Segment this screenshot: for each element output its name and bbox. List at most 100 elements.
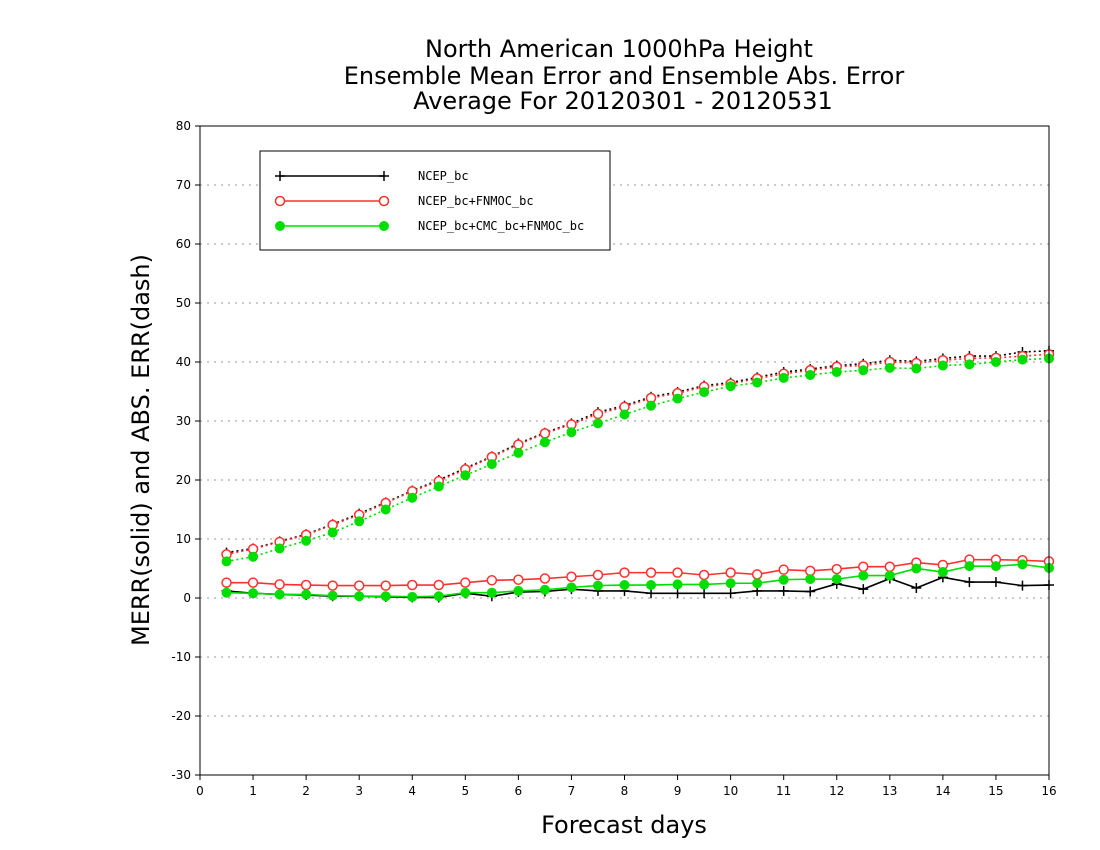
y-tick-label: 40 — [176, 355, 191, 369]
series-2-abs-err-point — [725, 381, 736, 392]
legend-marker-1-right — [378, 195, 390, 207]
legend-label-2: NCEP_bc+CMC_bc+FNMOC_bc — [418, 219, 584, 233]
series-2-merr-point — [911, 563, 922, 574]
series-2-abs-err-point — [672, 393, 683, 404]
series-2-merr-point — [566, 582, 577, 593]
series-2-abs-err-point — [380, 504, 391, 515]
series-2-merr-point — [937, 567, 948, 578]
series-2-abs-err-point — [327, 527, 338, 538]
series-1-merr-point — [300, 579, 312, 591]
series-2-merr-point — [752, 578, 763, 589]
x-tick-label: 6 — [515, 784, 523, 798]
series-2-abs-err-point — [354, 516, 365, 527]
series-0-merr-point — [1017, 580, 1028, 591]
legend-marker-0-right — [379, 171, 389, 181]
series-2-abs-err-point — [619, 409, 630, 420]
series-2-abs-err-line — [226, 357, 1050, 563]
series-2-merr-point — [778, 574, 789, 585]
series-2-abs-err-point — [884, 362, 895, 373]
series-2-merr-point — [858, 570, 869, 581]
legend-marker-1-left — [274, 195, 286, 207]
y-tick-label: 80 — [176, 119, 191, 133]
series-2-abs-err-point — [964, 359, 975, 370]
x-tick-label: 2 — [302, 784, 310, 798]
series-2-abs-err-point — [566, 427, 577, 438]
series-2-merr-point — [646, 580, 657, 591]
chart-title: North American 1000hPa Height Ensemble M… — [344, 35, 905, 115]
y-tick-label: -20 — [171, 709, 191, 723]
y-tick-label: 50 — [176, 296, 191, 310]
series-0-merr-point — [672, 588, 683, 599]
series-2-merr-point — [248, 588, 259, 599]
series-1 — [221, 349, 1055, 591]
series-2-merr-point — [805, 574, 816, 585]
series-2-abs-err-point — [592, 418, 603, 429]
series-1-merr-point — [619, 567, 630, 578]
legend: NCEP_bc NCEP_bc+FNMOC_bc NCEP_bc+CMC_bc+FN… — [259, 150, 611, 251]
series-2-abs-err-point — [407, 492, 418, 503]
series-1-merr-point — [884, 561, 896, 572]
series-1-merr-point — [858, 561, 869, 572]
series-2-abs-err-point — [539, 437, 550, 448]
series-1-merr-point — [698, 569, 710, 581]
series-2-merr-point — [407, 591, 418, 602]
series-1-abs-err-line — [226, 353, 1050, 556]
series-2-merr-point — [990, 561, 1001, 572]
legend-label-1: NCEP_bc+FNMOC_bc — [418, 194, 534, 208]
series-0-merr-point — [990, 577, 1001, 588]
series-1-merr-point — [327, 580, 338, 591]
series-2-abs-err-point — [460, 470, 471, 481]
series-1-merr-point — [539, 573, 551, 584]
series-1-abs-err-point — [513, 439, 524, 450]
series-2-abs-err-point — [858, 365, 869, 376]
y-tick-label: 30 — [176, 414, 191, 428]
x-tick-label: 1 — [249, 784, 257, 798]
x-tick-label: 13 — [882, 784, 897, 798]
x-tick-label: 8 — [621, 784, 629, 798]
series-1-merr-point — [778, 564, 789, 575]
series-1-merr-point — [486, 575, 498, 586]
x-tick-label: 9 — [674, 784, 682, 798]
legend-marker-2-right — [379, 221, 389, 231]
series-1-merr-point — [274, 579, 285, 590]
series-2-merr-point — [354, 591, 365, 602]
y-tick-label: -30 — [171, 768, 191, 782]
series-2-abs-err-point — [831, 367, 842, 378]
series-1-merr-point — [433, 579, 445, 591]
series-0-merr-point — [964, 577, 975, 588]
series-1-merr-point — [751, 569, 763, 580]
series-2-merr-point — [327, 590, 338, 601]
series-2-merr-point — [460, 587, 471, 598]
series-1-abs-err-point — [592, 408, 604, 420]
series-0-merr-point — [858, 584, 869, 595]
series-0-merr-point — [725, 588, 736, 599]
x-tick-label: 5 — [461, 784, 469, 798]
series-2-merr-point — [672, 579, 683, 590]
series-0-abs-err-line — [226, 349, 1050, 554]
series-0-merr-point — [911, 582, 922, 593]
series-2-abs-err-point — [778, 372, 789, 383]
grid-lines — [200, 184, 1049, 717]
series-2-abs-err-point — [301, 535, 312, 546]
series-0-merr-point — [805, 586, 816, 597]
title-line-2: Ensemble Mean Error and Ensemble Abs. Er… — [344, 62, 905, 90]
x-tick-label: 12 — [829, 784, 844, 798]
series-2-abs-err-point — [248, 551, 259, 562]
series-2-merr-point — [725, 578, 736, 589]
title-line-1: North American 1000hPa Height — [425, 35, 813, 63]
legend-marker-2-left — [275, 221, 285, 231]
series-2-abs-err-point — [752, 377, 763, 388]
series-1-merr-point — [353, 580, 365, 591]
x-tick-label: 16 — [1041, 784, 1056, 798]
y-tick-label: 70 — [176, 178, 191, 192]
series-2 — [221, 353, 1054, 602]
series-1-merr-point — [831, 563, 842, 575]
series-1-merr-point — [672, 567, 683, 578]
series-2-merr-point — [274, 589, 285, 600]
series-1-merr-line — [226, 558, 1050, 587]
y-tick-label: 20 — [176, 473, 191, 487]
series-2-abs-err-point — [990, 357, 1001, 367]
series-1-merr-point — [592, 569, 604, 581]
series-2-merr-point — [831, 574, 842, 585]
